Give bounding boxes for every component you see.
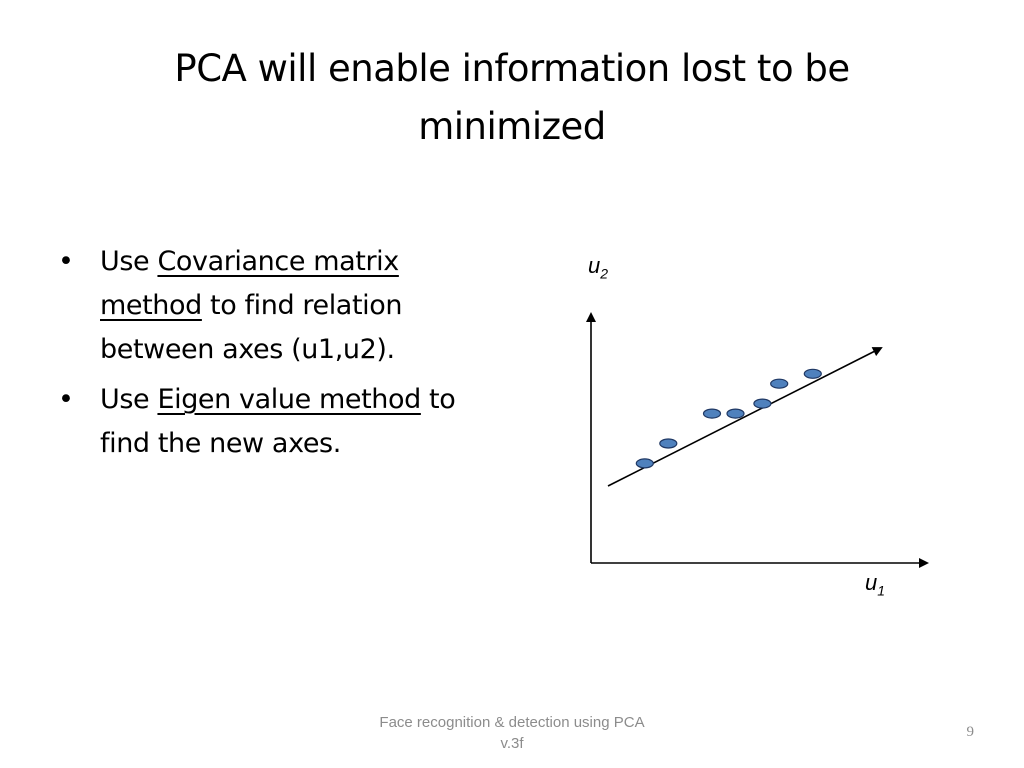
slide-footer: Face recognition & detection using PCA v… (340, 712, 684, 754)
u1-label-text: u (865, 570, 878, 595)
data-point-7 (803, 368, 822, 379)
bullet-text: to find relation between axes (u1,u2). (100, 290, 403, 365)
page-number: 9 (966, 724, 975, 740)
u1-axis-label: u1 (865, 570, 885, 598)
bullet-text: Use (100, 384, 158, 415)
title-line-1: PCA will enable information lost to be (174, 47, 850, 90)
pca-axes-diagram (586, 312, 929, 568)
bullet-list: Use Covariance matrix method to find rel… (58, 240, 478, 472)
bullet-text: Use (100, 246, 158, 277)
bullet-item-covariance: Use Covariance matrix method to find rel… (58, 240, 478, 372)
data-point-1 (635, 458, 654, 469)
u2-label-text: u (588, 253, 601, 278)
u1-label-subscript: 1 (877, 582, 886, 599)
data-points (635, 368, 822, 469)
bullet-text: to find the new axes. (100, 384, 456, 459)
eigen-value-method-term: Eigen value method (157, 384, 421, 415)
u2-label-subscript: 2 (600, 265, 609, 282)
data-point-6 (770, 378, 789, 389)
data-point-3 (702, 408, 722, 419)
data-point-5 (753, 398, 772, 409)
footer-line-2: v.3f (500, 735, 524, 752)
slide-title: PCA will enable information lost to be m… (80, 40, 944, 156)
data-point-4 (726, 408, 745, 419)
title-line-2: minimized (418, 105, 606, 148)
footer-line-1: Face recognition & detection using PCA (379, 714, 645, 731)
u2-axis-label: u2 (588, 253, 608, 281)
data-point-2 (659, 438, 678, 449)
bullet-item-eigen: Use Eigen value method to find the new a… (58, 378, 478, 466)
covariance-method-term: Covariance matrix method (100, 246, 399, 321)
